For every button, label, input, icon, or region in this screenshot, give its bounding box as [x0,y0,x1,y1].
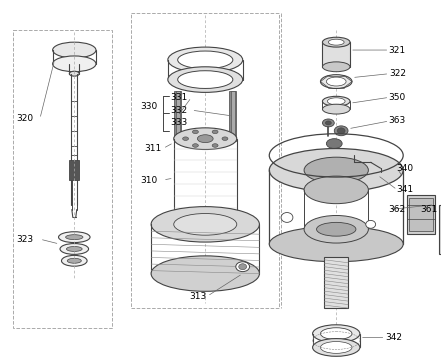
Ellipse shape [174,214,237,235]
Ellipse shape [326,139,342,149]
Ellipse shape [59,232,90,242]
Text: 311: 311 [144,144,162,153]
Ellipse shape [53,42,96,58]
Ellipse shape [192,144,198,147]
Ellipse shape [222,137,228,141]
Text: 363: 363 [388,116,406,126]
Ellipse shape [322,104,350,114]
Text: 341: 341 [396,185,414,194]
Ellipse shape [151,256,259,291]
Ellipse shape [304,157,369,183]
Ellipse shape [334,126,348,136]
Ellipse shape [192,130,198,134]
Bar [174,91,181,141]
Ellipse shape [321,341,352,353]
Text: 310: 310 [140,175,158,185]
Ellipse shape [322,119,334,127]
Ellipse shape [236,262,250,272]
Ellipse shape [321,75,352,88]
Ellipse shape [326,77,346,86]
Ellipse shape [325,121,331,125]
Ellipse shape [67,246,82,252]
Ellipse shape [313,339,360,356]
Text: 320: 320 [16,114,34,123]
Text: 313: 313 [190,292,207,301]
Ellipse shape [66,235,83,240]
Ellipse shape [67,258,81,263]
Ellipse shape [178,51,233,69]
Ellipse shape [322,96,350,106]
Ellipse shape [168,47,243,73]
Ellipse shape [317,222,356,236]
Text: 332: 332 [170,106,187,115]
Ellipse shape [281,213,293,222]
Text: 322: 322 [389,69,406,78]
Ellipse shape [304,215,369,243]
Ellipse shape [212,144,218,147]
Ellipse shape [329,39,344,45]
Text: 361: 361 [420,205,437,214]
Ellipse shape [174,128,237,150]
Text: 330: 330 [140,102,158,111]
Ellipse shape [366,221,376,228]
Ellipse shape [198,135,213,143]
Ellipse shape [178,71,233,88]
Bar [13,30,112,328]
Ellipse shape [337,128,345,134]
Text: 323: 323 [16,235,34,244]
Bar [409,198,433,231]
Ellipse shape [212,130,218,134]
Bar [325,257,348,308]
Ellipse shape [182,137,189,141]
Bar [231,91,235,141]
Bar [176,91,180,141]
Ellipse shape [174,214,237,235]
Bar [230,91,236,141]
Ellipse shape [151,207,259,242]
Ellipse shape [168,67,243,92]
Ellipse shape [61,256,87,266]
Ellipse shape [313,325,360,343]
Ellipse shape [69,71,79,76]
Text: 331: 331 [170,93,187,102]
Bar [440,207,444,252]
Text: 340: 340 [396,164,414,173]
Bar [407,195,435,234]
Text: 362: 362 [388,205,406,214]
Ellipse shape [327,98,345,105]
Ellipse shape [60,244,88,254]
Ellipse shape [321,328,352,340]
Bar [439,205,444,254]
Ellipse shape [269,226,403,262]
Text: 333: 333 [170,118,187,127]
Ellipse shape [269,149,403,192]
Ellipse shape [322,37,350,47]
Text: 342: 342 [385,333,402,342]
Ellipse shape [304,176,369,204]
Text: 321: 321 [388,46,406,55]
Bar [322,42,350,67]
Ellipse shape [53,56,96,72]
Text: 350: 350 [388,93,406,102]
Bar [69,160,79,180]
Ellipse shape [239,264,246,270]
Bar [131,13,279,308]
Ellipse shape [322,62,350,72]
